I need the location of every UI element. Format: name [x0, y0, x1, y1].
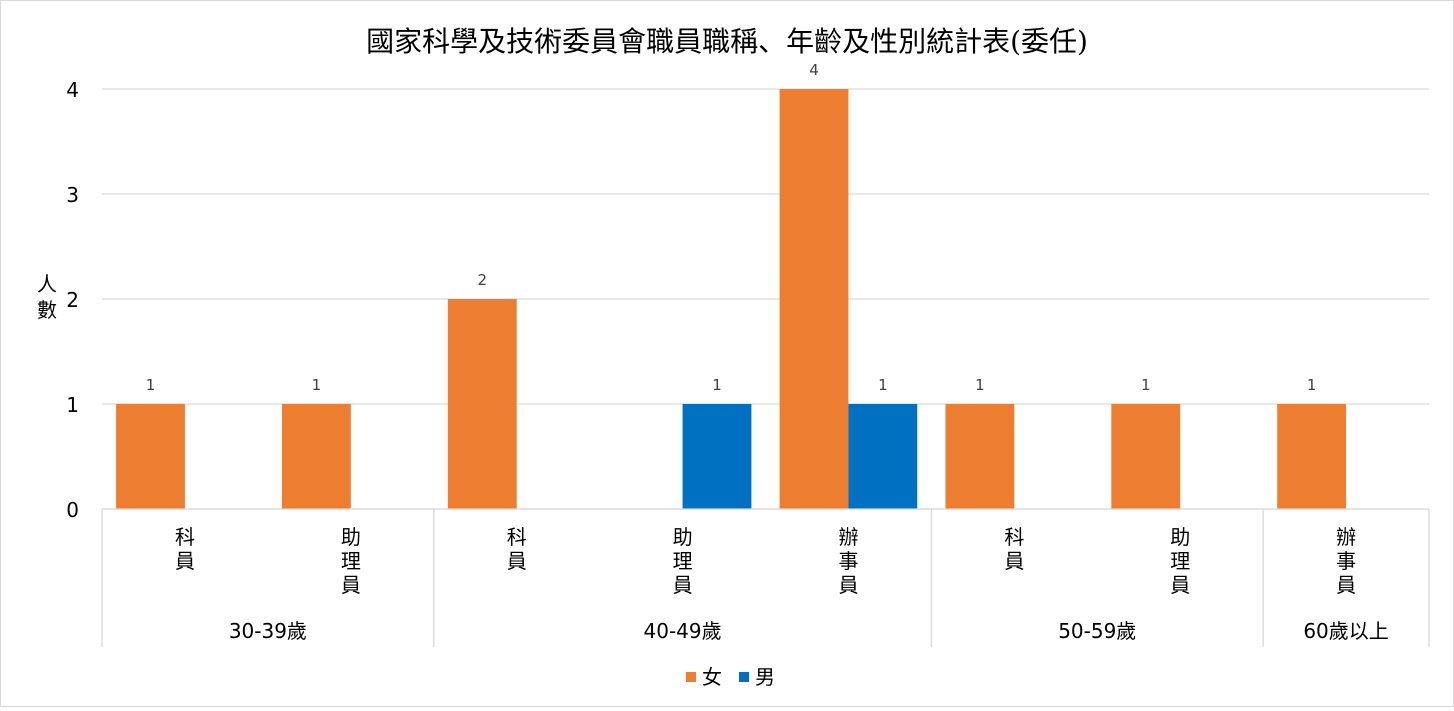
y-axis-label: 人數	[37, 272, 57, 322]
y-axis-label-char: 人	[37, 272, 57, 296]
bar-female	[116, 404, 185, 509]
x-group-label: 30-39歲	[229, 619, 307, 643]
x-tick-label-char: 員	[673, 573, 693, 597]
x-tick-label-char: 辦	[838, 525, 858, 549]
data-label: 1	[312, 376, 322, 394]
y-tick-label: 1	[66, 393, 79, 417]
x-tick-label-char: 事	[838, 549, 858, 573]
x-tick-label-char: 助	[673, 525, 693, 549]
legend-swatch	[686, 672, 696, 682]
y-tick-label: 4	[66, 78, 79, 102]
x-tick-label-char: 理	[673, 549, 693, 573]
x-tick-label-char: 理	[341, 549, 361, 573]
x-tick-label-char: 科	[507, 525, 527, 549]
bar-female	[1111, 404, 1181, 509]
chart-title: 國家科學及技術委員會職員職稱、年齡及性別統計表(委任)	[366, 25, 1088, 58]
data-label: 2	[477, 271, 487, 289]
bar-female	[447, 299, 517, 509]
x-group-label: 50-59歲	[1058, 619, 1136, 643]
bar-female	[1277, 404, 1347, 509]
data-label: 4	[809, 61, 819, 79]
x-tick-label-char: 員	[1170, 573, 1190, 597]
data-labels: 1 1 2 4 1 1 1 1 1	[146, 61, 1317, 394]
bar-male	[848, 404, 918, 509]
x-tick-label-char: 助	[1170, 525, 1190, 549]
x-tick-label-char: 員	[507, 549, 527, 573]
y-axis-ticks: 0 1 2 3 4	[66, 78, 79, 522]
data-label: 1	[712, 376, 722, 394]
x-tick-label-char: 員	[838, 573, 858, 597]
y-tick-label: 3	[66, 183, 79, 207]
bar-female	[281, 404, 351, 509]
data-label: 1	[975, 376, 985, 394]
x-tick-label-char: 員	[1004, 549, 1024, 573]
x-tick-label-char: 理	[1170, 549, 1190, 573]
legend-label: 男	[755, 665, 775, 689]
bar-female	[945, 404, 1015, 509]
y-tick-label: 0	[66, 498, 79, 522]
data-label: 1	[878, 376, 888, 394]
x-group-label: 60歲以上	[1303, 619, 1388, 643]
x-tick-label-char: 辦	[1336, 525, 1356, 549]
y-tick-label: 2	[66, 288, 79, 312]
bar-male	[682, 404, 752, 509]
x-tick-label-char: 助	[341, 525, 361, 549]
x-tick-label-char: 事	[1336, 549, 1356, 573]
legend-swatch	[739, 672, 749, 682]
x-group-label: 40-49歲	[644, 619, 722, 643]
bar-female	[779, 89, 849, 509]
legend: 女男	[686, 665, 775, 689]
x-tick-label-char: 科	[175, 525, 195, 549]
data-label: 1	[1141, 376, 1151, 394]
legend-label: 女	[702, 665, 722, 689]
bars	[116, 89, 1347, 509]
data-label: 1	[1307, 376, 1317, 394]
y-axis-label-char: 數	[37, 298, 57, 322]
data-label: 1	[146, 376, 156, 394]
x-tick-label-char: 科	[1004, 525, 1024, 549]
x-tick-label-char: 員	[341, 573, 361, 597]
x-tick-label-char: 員	[1336, 573, 1356, 597]
x-tick-label-char: 員	[175, 549, 195, 573]
